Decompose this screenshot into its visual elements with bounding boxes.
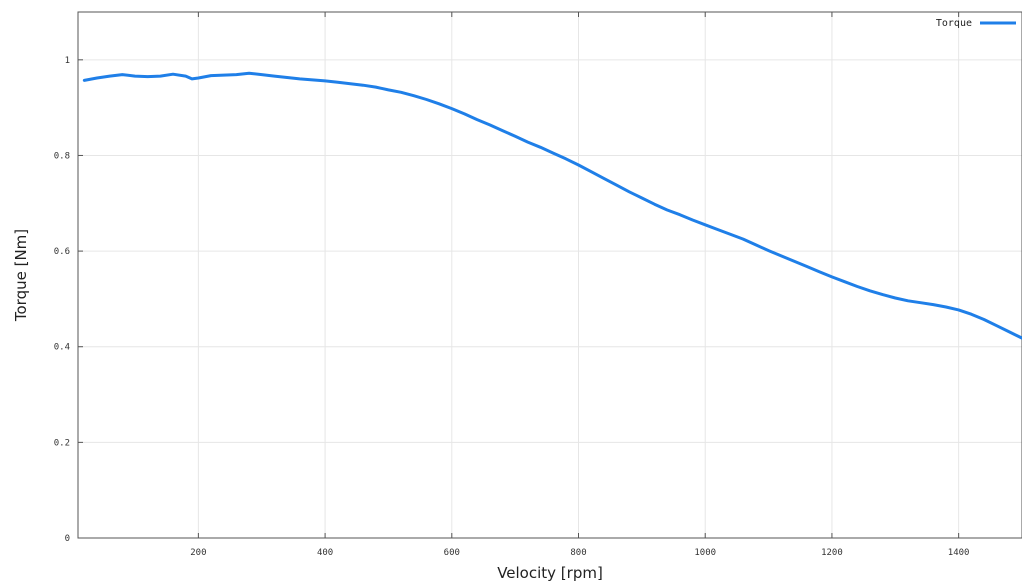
y-tick-label: 0.6 bbox=[54, 247, 70, 257]
y-tick-label: 0.2 bbox=[54, 438, 70, 448]
x-tick-label: 1400 bbox=[948, 548, 970, 558]
x-tick-label: 400 bbox=[317, 548, 333, 558]
y-tick-label: 0.4 bbox=[54, 343, 70, 353]
x-tick-label: 1000 bbox=[694, 548, 716, 558]
series-line-torque bbox=[82, 71, 1022, 340]
y-tick-label: 1 bbox=[65, 56, 70, 66]
x-tick-label: 1200 bbox=[821, 548, 843, 558]
x-tick-label: 800 bbox=[570, 548, 586, 558]
y-axis-title: Torque [Nm] bbox=[12, 229, 30, 322]
x-tick-label: 200 bbox=[190, 548, 206, 558]
x-axis-title: Velocity [rpm] bbox=[497, 564, 603, 582]
y-axis: 0 0.2 0.4 0.6 0.8 1 bbox=[54, 56, 83, 544]
legend: Torque bbox=[936, 18, 1016, 29]
legend-label-torque: Torque bbox=[936, 18, 972, 29]
y-tick-label: 0 bbox=[65, 534, 70, 544]
plot-frame bbox=[77, 11, 1022, 539]
x-axis: 200 400 600 800 1000 1200 1400 bbox=[190, 12, 969, 558]
grid-lines bbox=[78, 12, 1022, 539]
x-tick-label: 600 bbox=[444, 548, 460, 558]
series-layer bbox=[82, 71, 1022, 340]
y-tick-label: 0.8 bbox=[54, 151, 70, 161]
